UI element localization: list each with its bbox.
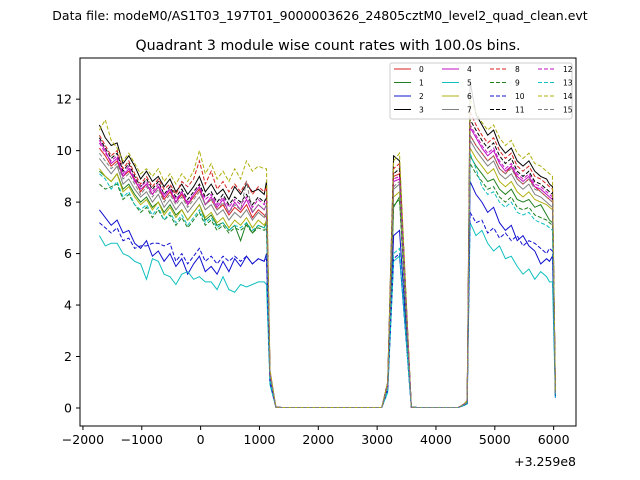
legend-label-4: 4 bbox=[467, 65, 472, 74]
x-tick-label: 6000 bbox=[538, 432, 570, 447]
x-tick-label: −2000 bbox=[62, 432, 104, 447]
legend-label-0: 0 bbox=[419, 65, 424, 74]
y-tick-label: 6 bbox=[64, 246, 72, 261]
legend-label-5: 5 bbox=[467, 79, 472, 88]
series-line-8 bbox=[98, 111, 556, 408]
legend-label-1: 1 bbox=[419, 79, 424, 88]
legend-label-15: 15 bbox=[563, 106, 573, 115]
legend-label-6: 6 bbox=[467, 92, 472, 101]
y-tick-label: 2 bbox=[64, 349, 72, 364]
legend-label-12: 12 bbox=[563, 65, 573, 74]
y-tick-label: 10 bbox=[56, 143, 72, 158]
series-line-15 bbox=[99, 133, 556, 408]
legend-label-2: 2 bbox=[419, 92, 424, 101]
x-tick-label: 1000 bbox=[244, 432, 276, 447]
series-line-13 bbox=[99, 153, 556, 408]
legend-label-7: 7 bbox=[467, 106, 472, 115]
legend-label-8: 8 bbox=[515, 65, 520, 74]
y-tick-label: 4 bbox=[64, 298, 72, 313]
x-axis: −2000 −1000 0 1000 2000 3000 4000 5000 6000 bbox=[62, 426, 570, 447]
plot-area bbox=[98, 81, 556, 408]
x-tick-label: −1000 bbox=[121, 432, 163, 447]
y-tick-label: 0 bbox=[64, 400, 72, 415]
legend-label-3: 3 bbox=[419, 106, 424, 115]
x-tick-label: 4000 bbox=[420, 432, 452, 447]
chart-title: Quadrant 3 module wise count rates with … bbox=[135, 38, 520, 54]
axes-frame bbox=[79, 57, 577, 427]
x-tick-label: 5000 bbox=[479, 432, 511, 447]
x-tick-label: 2000 bbox=[302, 432, 334, 447]
legend-label-13: 13 bbox=[563, 79, 573, 88]
legend-label-14: 14 bbox=[563, 92, 573, 101]
legend-frame bbox=[389, 62, 573, 120]
x-tick-label: 3000 bbox=[361, 432, 393, 447]
legend-label-11: 11 bbox=[515, 106, 525, 115]
legend-label-9: 9 bbox=[515, 79, 520, 88]
y-tick-label: 12 bbox=[56, 92, 72, 107]
figure-suptitle: Data file: modeM0/AS1T03_197T01_90000036… bbox=[52, 8, 587, 23]
y-axis: 0 2 4 6 8 10 12 bbox=[56, 92, 80, 415]
legend-label-10: 10 bbox=[515, 92, 525, 101]
y-tick-label: 8 bbox=[64, 195, 72, 210]
x-tick-label: 0 bbox=[197, 432, 205, 447]
x-axis-offset-label: +3.259e8 bbox=[514, 454, 576, 469]
series-line-14 bbox=[98, 98, 556, 408]
